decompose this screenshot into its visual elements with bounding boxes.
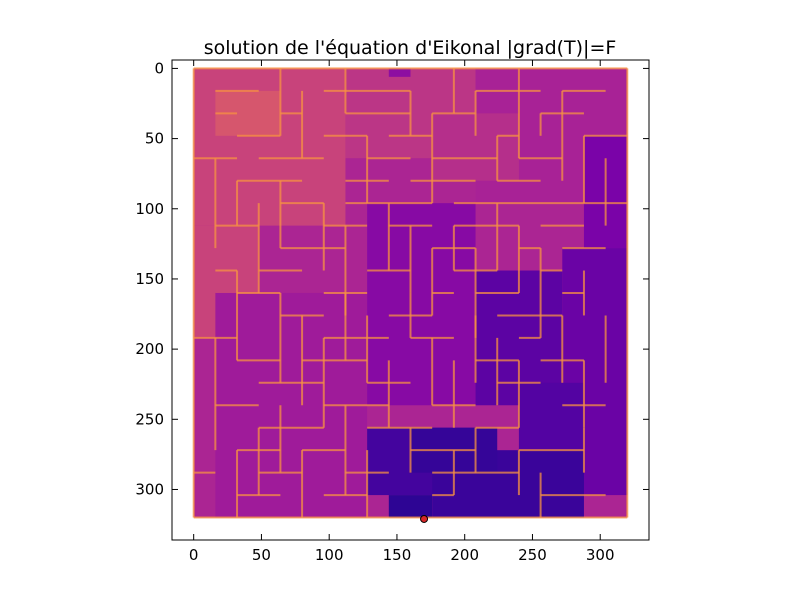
axes-frame xyxy=(171,59,650,541)
y-tick-label: 50 xyxy=(145,130,164,148)
y-tick-label: 250 xyxy=(135,410,164,428)
x-tick-label: 250 xyxy=(518,546,547,564)
y-tick-label: 150 xyxy=(135,270,164,288)
y-tick-label: 0 xyxy=(154,59,164,77)
y-tick-label: 100 xyxy=(135,200,164,218)
y-tick-label: 300 xyxy=(135,480,164,498)
x-tick-label: 100 xyxy=(315,546,344,564)
x-tick-label: 0 xyxy=(189,546,199,564)
axes: 0 50 100 150 200 250 300 0 50 100 150 200 250 300 xyxy=(135,59,650,564)
x-tick-label: 150 xyxy=(383,546,412,564)
x-tick-label: 50 xyxy=(252,546,271,564)
heatmap-region xyxy=(388,495,433,518)
heatmap-region xyxy=(367,203,476,406)
source-point-marker xyxy=(420,514,429,523)
chart-title: solution de l'équation d'Eikonal |grad(T… xyxy=(204,37,617,59)
heatmap-region xyxy=(388,68,411,77)
x-tick-label: 300 xyxy=(586,546,615,564)
plot-area xyxy=(192,67,629,523)
x-tick-label: 200 xyxy=(450,546,479,564)
y-tick-label: 200 xyxy=(135,340,164,358)
